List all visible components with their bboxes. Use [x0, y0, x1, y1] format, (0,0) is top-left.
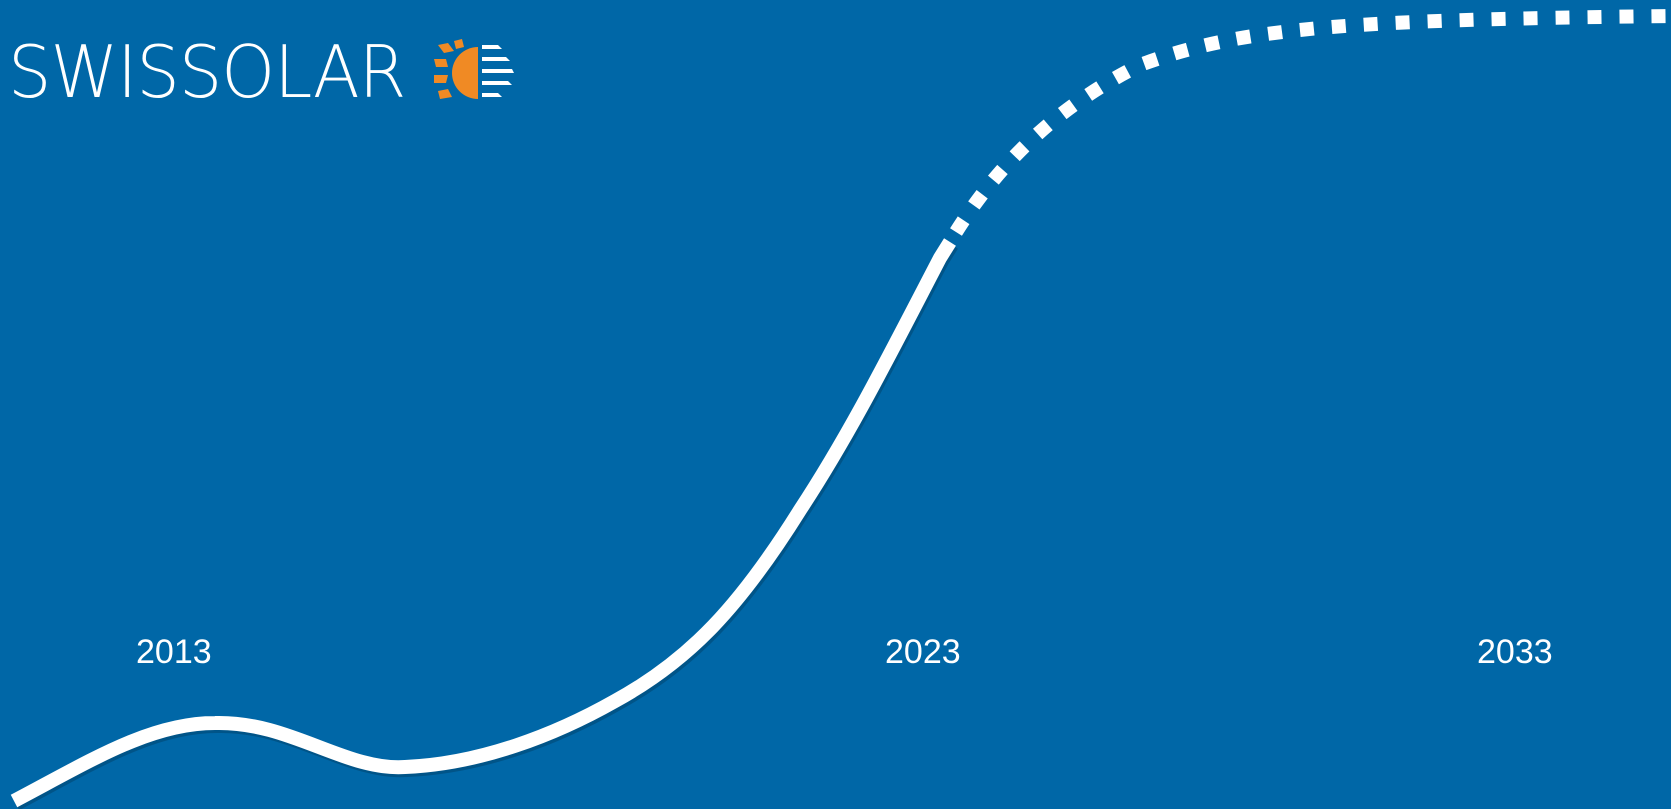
year-label-2033: 2033 — [1477, 633, 1553, 671]
swissolar-logo: SWISSOLAR — [8, 30, 515, 114]
projected-growth-line — [950, 9, 1671, 236]
year-label-2013: 2013 — [136, 633, 212, 671]
logo-wordmark: SWISSOLAR — [8, 30, 406, 114]
actual-growth-line — [10, 238, 956, 808]
year-label-2023: 2023 — [885, 633, 961, 671]
curve-shadow — [12, 241, 958, 809]
sun-panel-icon — [434, 39, 515, 99]
